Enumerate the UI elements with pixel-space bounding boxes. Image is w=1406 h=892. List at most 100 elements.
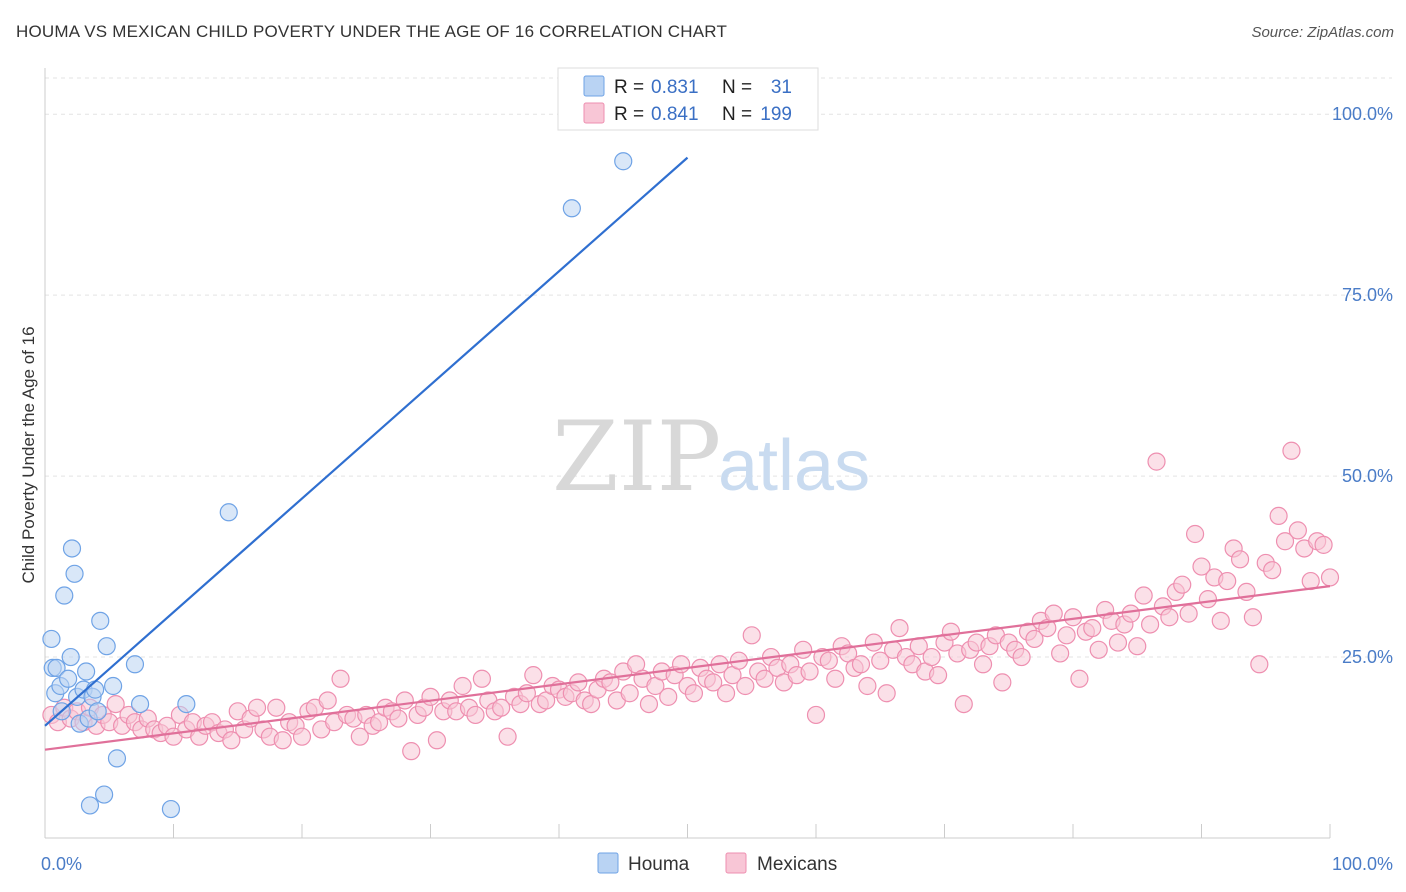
mexicans-point-171: [1140, 615, 1160, 634]
mexicans-point-138: [928, 666, 948, 685]
mexicans-point-172: [1147, 452, 1166, 471]
mexicans-point-170: [1134, 586, 1153, 605]
houma-r-label: R =: [614, 77, 644, 98]
houma-point-30: [562, 199, 581, 218]
houma-point-18: [86, 680, 105, 699]
houma-point-14: [77, 662, 96, 681]
mexicans-point-174: [1160, 608, 1179, 627]
mexicans-point-55: [395, 691, 414, 710]
mexicans-point-111: [755, 669, 774, 688]
x-tick-label-1: 100.0%: [1332, 854, 1393, 874]
mexicans-point-158: [1057, 626, 1076, 645]
houma-n-label: N =: [722, 77, 752, 98]
y-tick-label-2: 75.0%: [1342, 285, 1393, 305]
mexicans-point-132: [890, 618, 909, 638]
mexicans-point-179: [1192, 557, 1211, 576]
houma-trend-line: [44, 156, 689, 727]
houma-point-7: [59, 669, 78, 688]
x-tick-label-0: 0.0%: [41, 854, 82, 874]
mexicans-point-90: [620, 684, 639, 703]
chart-title: HOUMA VS MEXICAN CHILD POVERTY UNDER THE…: [16, 22, 728, 41]
y-tick-label-1: 50.0%: [1342, 466, 1393, 486]
grid-lines: [45, 77, 1392, 658]
mexicans-point-43: [318, 691, 337, 710]
houma-r-value: 0.831: [651, 77, 699, 98]
houma-point-23: [104, 676, 123, 696]
mexicans-point-180: [1198, 590, 1218, 609]
mexicans-point-130: [877, 684, 896, 703]
mexicans-point-70: [492, 698, 511, 717]
mexicans-point-28: [222, 731, 241, 750]
y-tick-label-3: 100.0%: [1332, 104, 1393, 124]
mexicans-point-193: [1282, 441, 1301, 460]
y-axis-label: Child Poverty Under the Age of 16: [19, 326, 38, 583]
mexicans-point-194: [1288, 521, 1307, 540]
mexicans-point-182: [1211, 611, 1230, 630]
houma-point-26: [130, 694, 150, 714]
mexicans-point-60: [427, 731, 447, 750]
houma-series-label: Houma: [628, 854, 690, 875]
source-label: Source: ZipAtlas.com: [1251, 24, 1394, 41]
mexicans-point-183: [1218, 571, 1237, 591]
mexicans-point-45: [331, 669, 350, 688]
mexicans-point-117: [794, 640, 813, 659]
mexicans-point-166: [1108, 633, 1128, 652]
houma-point-9: [62, 539, 82, 558]
trend-lines: [44, 156, 1331, 751]
mexicans-point-192: [1275, 532, 1295, 551]
mexicans-trend-line: [44, 585, 1331, 751]
mexicans-legend-swatch: [583, 102, 605, 124]
stats-legend: R = 0.831 N = 31 R = 0.841 N = 199: [557, 67, 819, 131]
mexicans-point-137: [922, 647, 941, 667]
mexicans-point-108: [736, 676, 755, 696]
houma-point-31: [614, 152, 633, 171]
houma-legend-swatch: [583, 75, 605, 97]
mexicans-point-100: [684, 684, 704, 703]
mexicans-point-59: [421, 687, 440, 706]
mexicans-point-71: [498, 727, 517, 746]
houma-point-19: [88, 702, 107, 721]
x-tick-labels: 0.0% 100.0%: [41, 854, 1393, 874]
mexicans-point-148: [993, 673, 1012, 692]
houma-series-swatch: [597, 852, 619, 874]
mexicans-point-10: [106, 694, 125, 714]
y-tick-label-0: 25.0%: [1342, 647, 1393, 667]
mexicans-r-label: R =: [614, 104, 644, 125]
mexicans-point-66: [466, 705, 485, 725]
mexicans-point-54: [389, 709, 408, 728]
mexicans-point-127: [858, 676, 877, 696]
mexicans-point-190: [1263, 561, 1282, 580]
mexicans-point-140: [941, 622, 961, 641]
mexicans-point-93: [639, 694, 659, 714]
mexicans-point-32: [247, 698, 267, 717]
houma-point-3: [47, 658, 66, 678]
mexicans-point-142: [954, 694, 973, 714]
mexicans-point-48: [350, 727, 369, 746]
watermark-atlas: atlas: [718, 426, 870, 506]
mexicans-point-188: [1250, 655, 1269, 674]
mexicans-point-109: [742, 626, 761, 645]
mexicans-point-169: [1128, 637, 1147, 656]
houma-point-22: [97, 637, 116, 656]
mexicans-point-185: [1230, 550, 1250, 569]
mexicans-point-151: [1012, 647, 1031, 667]
mexicans-point-121: [819, 651, 838, 670]
mexicans-point-75: [524, 666, 543, 685]
y-tick-labels: 25.0% 50.0% 75.0% 100.0%: [1332, 104, 1393, 667]
mexicans-point-198: [1314, 535, 1333, 554]
series-legend: Houma Mexicans: [597, 852, 837, 875]
mexicans-series-label: Mexicans: [757, 854, 837, 875]
mexicans-n-value: 199: [760, 104, 792, 125]
mexicans-series-swatch: [725, 852, 747, 874]
mexicans-point-35: [267, 698, 286, 717]
mexicans-point-56: [402, 742, 421, 761]
mexicans-point-105: [716, 684, 736, 703]
houma-point-25: [125, 655, 145, 674]
houma-point-8: [61, 647, 80, 667]
mexicans-point-67: [472, 669, 491, 688]
mexicans-point-157: [1051, 644, 1070, 663]
mexicans-point-176: [1173, 575, 1192, 594]
mexicans-point-178: [1185, 524, 1205, 544]
mexicans-point-163: [1089, 640, 1108, 659]
